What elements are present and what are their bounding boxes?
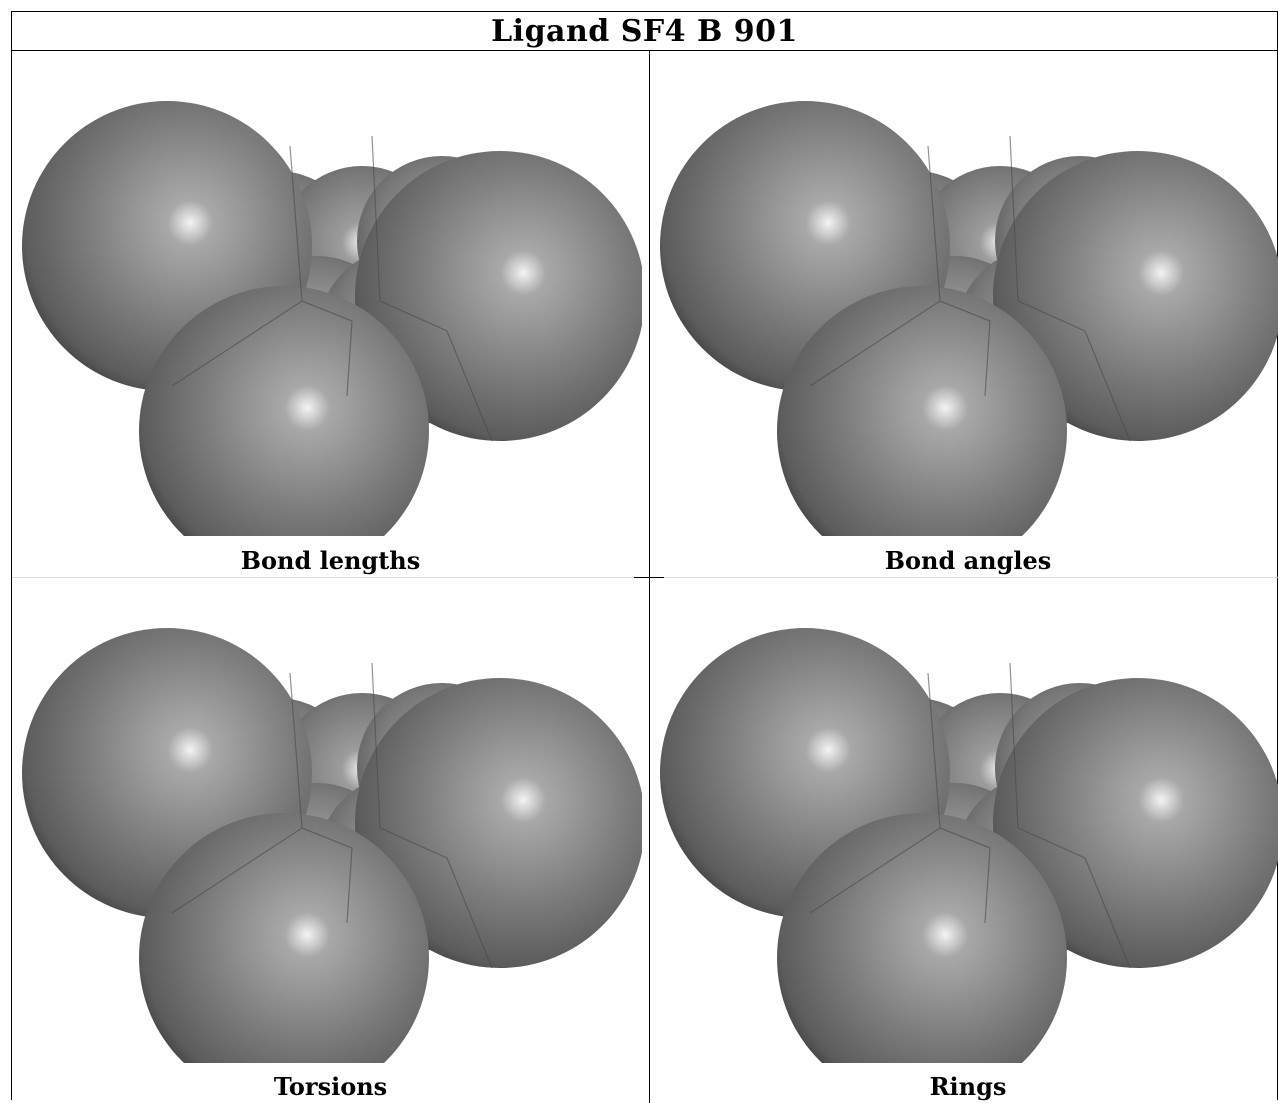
panel-caption-bond-angles: Bond angles — [884, 546, 1052, 575]
divider-tick — [634, 577, 664, 578]
panel-caption-rings: Rings — [929, 1072, 1007, 1101]
molecule-render-torsions — [22, 627, 642, 1063]
molecule-render-bond-lengths — [22, 100, 642, 536]
panel-torsions: Torsions — [12, 577, 649, 1103]
figure-frame: Ligand SF4 B 901 Bond lengths Bond angle… — [11, 11, 1278, 1103]
molecule-render-bond-angles — [660, 100, 1278, 536]
panel-bond-lengths: Bond lengths — [12, 51, 649, 577]
panel-bond-angles: Bond angles — [649, 51, 1278, 577]
panel-caption-bond-lengths: Bond lengths — [240, 546, 421, 575]
molecule-render-rings — [660, 627, 1278, 1063]
title-bar: Ligand SF4 B 901 — [12, 12, 1277, 51]
figure-title: Ligand SF4 B 901 — [491, 13, 798, 49]
panel-rings: Rings — [649, 577, 1278, 1103]
panel-caption-torsions: Torsions — [273, 1072, 388, 1101]
